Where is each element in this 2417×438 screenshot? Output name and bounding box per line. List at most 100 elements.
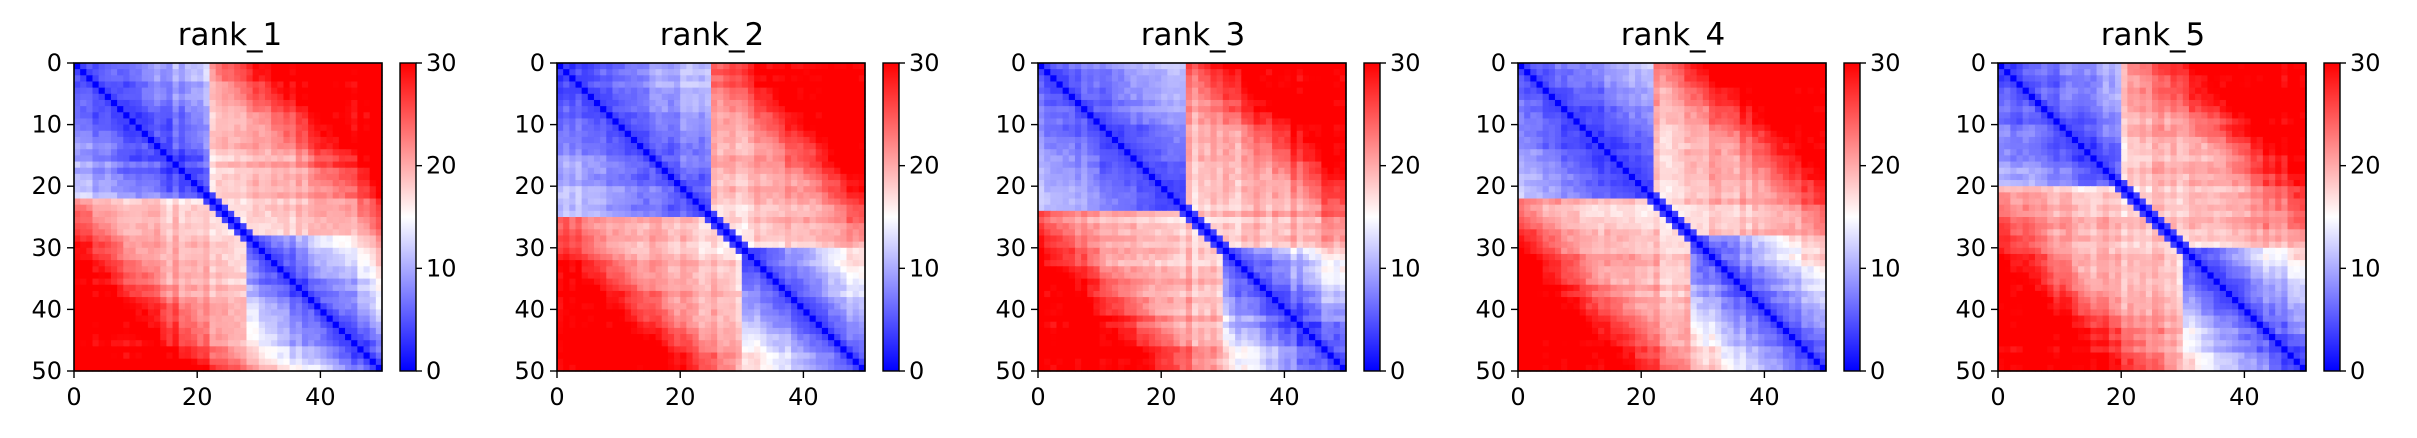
heatmap-cell <box>575 247 583 255</box>
heatmap-cell <box>754 198 761 206</box>
heatmap-cell <box>680 136 687 144</box>
heatmap-cell <box>723 124 731 132</box>
heatmap-cell <box>160 253 167 261</box>
heatmap-cell <box>172 149 180 156</box>
heatmap-cell <box>178 309 186 317</box>
heatmap-cell <box>308 186 315 193</box>
heatmap-cell <box>271 284 278 292</box>
heatmap-cell <box>637 63 644 70</box>
heatmap-cell <box>840 210 848 218</box>
heatmap-cell <box>711 106 718 113</box>
heatmap-cell <box>98 192 106 200</box>
heatmap-cell <box>606 278 614 286</box>
heatmap-cell <box>667 118 675 126</box>
heatmap-cell <box>246 186 254 193</box>
heatmap-cell <box>74 93 81 101</box>
heatmap-cell <box>772 63 780 70</box>
heatmap-cell <box>711 266 718 274</box>
heatmap-cell <box>320 63 328 70</box>
heatmap-cell <box>692 290 700 298</box>
heatmap-cell <box>618 167 626 175</box>
heatmap-cell <box>178 272 186 280</box>
heatmap-cell <box>815 143 823 150</box>
heatmap-cell <box>809 124 817 132</box>
heatmap-cell <box>141 309 149 317</box>
heatmap-cell <box>283 167 291 175</box>
heatmap-cell <box>80 235 87 243</box>
heatmap-cell <box>258 315 266 323</box>
heatmap-cell <box>252 253 260 261</box>
heatmap-cell <box>852 321 860 329</box>
heatmap-cell <box>747 284 755 292</box>
heatmap-cell <box>147 235 155 243</box>
heatmap-cell <box>320 69 328 76</box>
heatmap-cell <box>345 112 352 120</box>
heatmap-cell <box>852 315 860 323</box>
heatmap-cell <box>797 124 804 132</box>
heatmap-cell <box>618 352 626 360</box>
heatmap-cell <box>772 210 780 218</box>
heatmap-cell <box>575 241 583 249</box>
heatmap-cell <box>852 352 860 360</box>
heatmap-cell <box>575 149 583 156</box>
heatmap-cell <box>581 358 589 366</box>
heatmap-cell <box>593 87 601 95</box>
heatmap-cell <box>104 352 112 360</box>
heatmap-cell <box>154 241 161 249</box>
heatmap-cell <box>600 143 607 150</box>
heatmap-cell <box>593 136 601 144</box>
heatmap-cell <box>203 87 211 95</box>
heatmap-cell <box>723 106 731 113</box>
heatmap-cell <box>618 161 626 169</box>
heatmap-cell <box>184 130 192 138</box>
heatmap-cell <box>277 69 285 76</box>
heatmap-cell <box>569 180 577 187</box>
heatmap-cell <box>649 186 657 193</box>
heatmap-cell <box>104 284 112 292</box>
heatmap-cell <box>117 358 124 366</box>
heatmap-cell <box>692 223 700 230</box>
heatmap-cell <box>234 204 241 212</box>
heatmap-cell <box>797 327 804 335</box>
heatmap-cell <box>643 327 650 335</box>
heatmap-cell <box>606 352 614 360</box>
heatmap-cell <box>698 167 706 175</box>
heatmap-cell <box>308 217 315 224</box>
heatmap-cell <box>277 87 285 95</box>
heatmap-cell <box>815 340 823 347</box>
heatmap-cell <box>363 315 371 323</box>
heatmap-cell <box>203 309 211 317</box>
heatmap-cell <box>345 364 352 372</box>
heatmap-cell <box>166 143 174 150</box>
heatmap-cell <box>643 223 650 230</box>
heatmap-cell <box>692 124 700 132</box>
heatmap-cell <box>209 358 217 366</box>
heatmap-cell <box>252 99 260 107</box>
heatmap-cell <box>240 69 248 76</box>
heatmap-cell <box>104 247 112 255</box>
heatmap-cell <box>197 155 204 163</box>
heatmap-cell <box>258 87 266 95</box>
heatmap-cell <box>234 217 241 224</box>
heatmap-cell <box>345 93 352 101</box>
heatmap-cell <box>778 69 786 76</box>
heatmap-cell <box>117 93 124 101</box>
heatmap-cell <box>326 303 334 310</box>
heatmap-cell <box>203 340 211 347</box>
heatmap-cell <box>840 118 848 126</box>
heatmap-cell <box>203 327 211 335</box>
heatmap-cell <box>840 260 848 267</box>
heatmap-cell <box>209 327 217 335</box>
heatmap-cell <box>754 358 761 366</box>
heatmap-cell <box>600 340 607 347</box>
heatmap-cell <box>252 149 260 156</box>
heatmap-cell <box>209 303 217 310</box>
heatmap-cell <box>778 229 786 237</box>
heatmap-cell <box>606 124 614 132</box>
heatmap-cell <box>129 278 137 286</box>
heatmap-cell <box>246 229 254 237</box>
heatmap-cell <box>612 217 620 224</box>
heatmap-cell <box>828 99 835 107</box>
heatmap-cell <box>326 358 334 366</box>
heatmap-cell <box>661 198 669 206</box>
